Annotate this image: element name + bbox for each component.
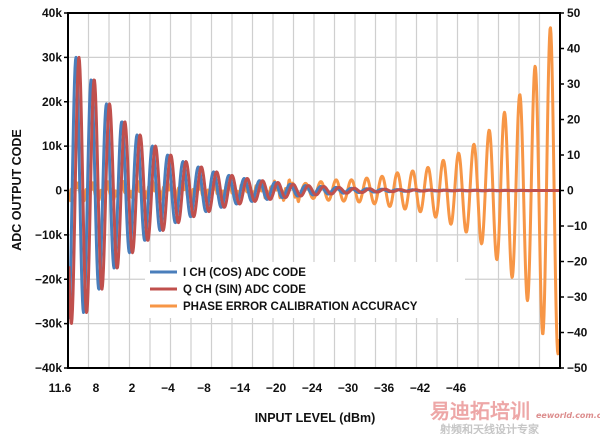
legend: I CH (COS) ADC CODE Q CH (SIN) ADC CODE … (145, 262, 465, 318)
y-right-tick-label: −20 (567, 255, 588, 269)
x-tick-label: −8 (197, 381, 211, 395)
y-right-tick-label: −50 (567, 361, 588, 375)
x-tick-label: −46 (446, 381, 467, 395)
x-tick-label: 2 (129, 381, 136, 395)
y-left-tick-label: −20k (35, 272, 62, 286)
x-tick-label: −20 (266, 381, 287, 395)
x-tick-label: −30 (338, 381, 359, 395)
legend-label-q: Q CH (SIN) ADC CODE (183, 284, 306, 296)
y-right-tick-label: 30 (567, 77, 581, 91)
watermark-main: 易迪拓培训 (430, 399, 530, 423)
watermark: 易迪拓培训 eeworld.com.cn 射频和天线设计专家 (430, 399, 600, 434)
x-tick-label: −14 (230, 381, 251, 395)
y-right-tick-label: −30 (567, 290, 588, 304)
y-left-tick-label: 40k (42, 6, 62, 20)
series-lines (67, 26, 561, 356)
y-left-tick-label: 0 (55, 184, 62, 198)
y-right-tick-label: 40 (567, 42, 581, 56)
series-line-q-ch (67, 55, 560, 325)
y-left-tick-label: 10k (42, 139, 62, 153)
y-right-tick-label: 0 (567, 184, 574, 198)
y-left-tick-label: −40k (35, 361, 62, 375)
x-tick-label: 11.6 (49, 381, 72, 395)
legend-background (145, 262, 465, 318)
y-left-tick-label: −30k (35, 317, 62, 331)
y-right-tick-label: 20 (567, 113, 581, 127)
legend-label-i: I CH (COS) ADC CODE (183, 267, 306, 279)
legend-label-phase: PHASE ERROR CALIBRATION ACCURACY (183, 301, 418, 313)
x-tick-label: −4 (161, 381, 175, 395)
y-left-tick-label: −10k (35, 228, 62, 242)
x-tick-label: −42 (410, 381, 431, 395)
y-left-tick-label: 20k (42, 95, 62, 109)
y-right-tick-label: −10 (567, 219, 588, 233)
y-left-tick-label: 30k (42, 50, 62, 64)
x-tick-label: −24 (302, 381, 323, 395)
watermark-site: eeworld.com.cn (536, 411, 600, 420)
x-axis-title: INPUT LEVEL (dBm) (255, 411, 376, 425)
watermark-sub: 射频和天线设计专家 (439, 422, 540, 434)
x-tick-label: −36 (374, 381, 395, 395)
y-right-tick-label: 50 (567, 6, 581, 20)
y-axis-title: ADC OUTPUT CODE (10, 129, 24, 251)
y-right-tick-label: −40 (567, 326, 588, 340)
y-right-tick-label: 10 (567, 148, 581, 162)
tick-labels: 40k 30k 20k 10k 0 −10k −20k −30k −40k 50 40 30 20 10 0… (35, 6, 588, 395)
x-tick-label: 8 (93, 381, 100, 395)
